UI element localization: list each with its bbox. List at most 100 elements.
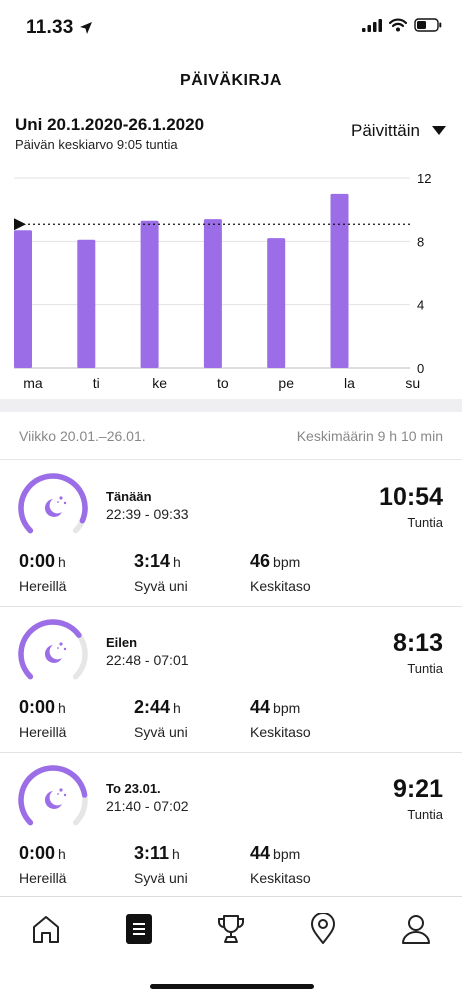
entry-times: 22:39 - 09:33 [106, 506, 189, 522]
stat-hr-value: 44 [250, 843, 271, 863]
entry-day: Tänään [106, 489, 152, 504]
stat-hr: 44 bpm Keskitaso [250, 843, 311, 886]
tab-home[interactable] [26, 909, 66, 949]
stat-deep: 3:14 h Syvä uni [134, 551, 188, 594]
stat-awake-unit: h [58, 846, 66, 862]
stat-awake-label: Hereillä [19, 578, 67, 594]
moon-stars-icon [44, 642, 67, 663]
stat-awake-value: 0:00 [19, 697, 56, 717]
triangle-down-icon [432, 126, 446, 135]
y-tick-label: 0 [417, 361, 424, 376]
status-bar: 11.33 [0, 0, 462, 56]
stat-hr-unit: bpm [273, 846, 301, 862]
stat-awake-value: 0:00 [19, 551, 56, 571]
entry-duration-unit: Tuntia [407, 807, 443, 822]
moon-stars-icon [44, 496, 67, 517]
week-label: Viikko 20.01.–26.01. [19, 428, 146, 444]
stat-hr-unit: bpm [273, 554, 301, 570]
stat-awake-label: Hereillä [19, 870, 67, 886]
entry-times: 21:40 - 07:02 [106, 798, 189, 814]
stat-deep-label: Syvä uni [134, 870, 188, 886]
stat-awake: 0:00 h Hereillä [19, 843, 66, 886]
y-tick-label: 12 [417, 171, 431, 186]
week-summary-row: Viikko 20.01.–26.01. Keskimäärin 9 h 10 … [0, 412, 462, 460]
period-select[interactable]: Päivittäin [351, 121, 446, 141]
stat-hr-unit: bpm [273, 700, 301, 716]
range-title: Uni 20.1.2020-26.1.2020 [15, 115, 205, 134]
ring-fill [18, 765, 88, 826]
home-icon [33, 916, 59, 943]
x-tick-label: la [344, 375, 355, 391]
entry-duration-unit: Tuntia [407, 515, 443, 530]
tab-bar [0, 896, 462, 1000]
chart-bar [140, 220, 159, 368]
stat-hr-label: Keskitaso [250, 724, 311, 740]
week-average: Keskimäärin 9 h 10 min [296, 428, 443, 444]
entry-times: 22:48 - 07:01 [106, 652, 189, 668]
sleep-entry[interactable]: Eilen 22:48 - 07:01 8:13 Tuntia 0:00 h He… [0, 607, 462, 753]
chart-bar [14, 230, 32, 368]
stat-deep-value: 3:14 [134, 551, 171, 571]
y-tick-label: 4 [417, 298, 424, 313]
sleep-ring [18, 765, 88, 826]
stat-awake-label: Hereillä [19, 724, 67, 740]
profile-icon [402, 915, 430, 944]
sleep-chart-svg: 0 4 8 12 ma ti ke to pe la su [14, 171, 431, 391]
sleep-ring [18, 619, 88, 680]
home-indicator [150, 984, 314, 989]
map-pin-icon [311, 913, 335, 944]
stat-deep-label: Syvä uni [134, 724, 188, 740]
stat-hr: 44 bpm Keskitaso [250, 697, 311, 740]
sleep-chart: 0 4 8 12 ma ti ke to pe la su [0, 164, 462, 396]
y-tick-label: 8 [417, 234, 424, 249]
entry-duration: 9:21 [392, 775, 443, 803]
chart-bar [77, 239, 96, 368]
stat-hr: 46 bpm Keskitaso [250, 551, 311, 594]
x-tick-label: ke [152, 375, 167, 391]
section-divider [0, 399, 462, 412]
trophy-icon [218, 915, 244, 943]
status-icons [362, 18, 442, 32]
x-tick-label: to [217, 375, 229, 391]
chart-bar [267, 238, 286, 368]
x-tick-label: ti [93, 375, 100, 391]
stat-awake: 0:00 h Hereillä [19, 697, 66, 740]
moon-stars-icon [44, 788, 67, 809]
sleep-entry[interactable]: To 23.01. 21:40 - 07:02 9:21 Tuntia 0:00… [0, 753, 462, 899]
x-tick-label: ma [23, 375, 43, 391]
entry-duration: 8:13 [392, 629, 443, 657]
stat-deep-value: 2:44 [134, 697, 171, 717]
stat-deep-unit: h [173, 700, 181, 716]
entry-duration-unit: Tuntia [407, 661, 443, 676]
stat-awake-unit: h [58, 700, 66, 716]
tab-profile[interactable] [396, 909, 436, 949]
stat-awake: 0:00 h Hereillä [19, 551, 66, 594]
tab-map[interactable] [303, 909, 343, 949]
sleep-entry[interactable]: Tänään 22:39 - 09:33 10:54 Tuntia 0:00 h … [0, 461, 462, 607]
entry-day: To 23.01. [106, 781, 161, 796]
status-time: 11.33 [26, 17, 74, 38]
page-title: PÄIVÄKIRJA [180, 72, 282, 89]
average-text: Päivän keskiarvo 9:05 tuntia [15, 137, 178, 152]
tab-trophy[interactable] [211, 909, 251, 949]
tab-diary[interactable] [119, 909, 159, 949]
stat-deep-unit: h [173, 554, 181, 570]
chart-bar [203, 219, 222, 368]
x-tick-label: su [405, 375, 420, 391]
stat-deep-unit: h [172, 846, 180, 862]
entry-duration: 10:54 [379, 483, 443, 511]
wifi-icon [389, 18, 407, 32]
stat-hr-label: Keskitaso [250, 578, 311, 594]
x-tick-label: pe [278, 375, 294, 391]
stat-hr-value: 46 [250, 551, 271, 571]
stat-hr-value: 44 [250, 697, 271, 717]
cellular-signal-icon [362, 18, 382, 32]
stat-awake-value: 0:00 [19, 843, 56, 863]
status-time-wrap: 11.33 [26, 17, 93, 39]
chart-bar [330, 193, 349, 368]
average-marker [14, 218, 26, 231]
period-select-label: Päivittäin [351, 121, 420, 140]
stat-deep: 2:44 h Syvä uni [134, 697, 188, 740]
diary-icon [126, 914, 152, 944]
stat-deep-value: 3:11 [134, 843, 170, 863]
